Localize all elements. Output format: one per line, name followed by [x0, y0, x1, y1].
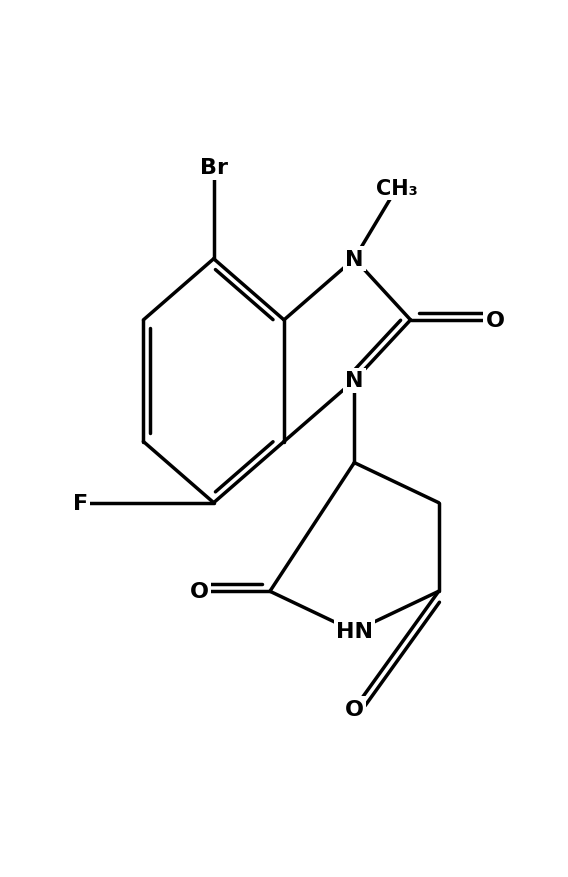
Text: O: O	[190, 581, 209, 602]
Text: O: O	[345, 699, 364, 719]
Text: O: O	[486, 310, 504, 331]
Text: F: F	[73, 493, 87, 513]
Text: Br: Br	[200, 158, 228, 178]
Text: N: N	[345, 371, 364, 391]
Text: HN: HN	[336, 622, 373, 642]
Text: CH₃: CH₃	[375, 179, 417, 199]
Text: N: N	[345, 249, 364, 269]
